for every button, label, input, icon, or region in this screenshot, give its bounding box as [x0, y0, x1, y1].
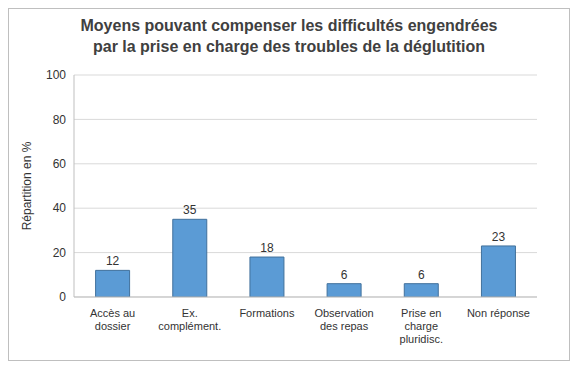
svg-text:Répartition en %: Répartition en %: [20, 141, 34, 230]
svg-text:40: 40: [53, 201, 67, 215]
svg-text:20: 20: [53, 246, 67, 260]
svg-text:23: 23: [492, 230, 506, 244]
svg-text:Prise enchargepluridisc.: Prise enchargepluridisc.: [400, 307, 443, 345]
svg-text:0: 0: [59, 290, 66, 304]
svg-text:Formations: Formations: [239, 307, 295, 319]
svg-text:Observationdes repas: Observationdes repas: [314, 307, 373, 332]
svg-text:6: 6: [341, 268, 348, 282]
svg-text:60: 60: [53, 157, 67, 171]
html-text:Moyens pouvant compenser les d: Moyens pouvant compenser les difficultés…: [80, 17, 498, 55]
svg-text:100: 100: [46, 68, 66, 82]
svg-text:80: 80: [53, 113, 67, 127]
svg-text:Ex.complément.: Ex.complément.: [158, 307, 221, 332]
svg-text:Non réponse: Non réponse: [467, 307, 530, 319]
svg-text:Accès audossier: Accès audossier: [90, 307, 135, 332]
svg-text:18: 18: [260, 241, 274, 255]
svg-text:6: 6: [418, 268, 425, 282]
svg-text:35: 35: [183, 203, 197, 217]
svg-text:12: 12: [106, 254, 120, 268]
